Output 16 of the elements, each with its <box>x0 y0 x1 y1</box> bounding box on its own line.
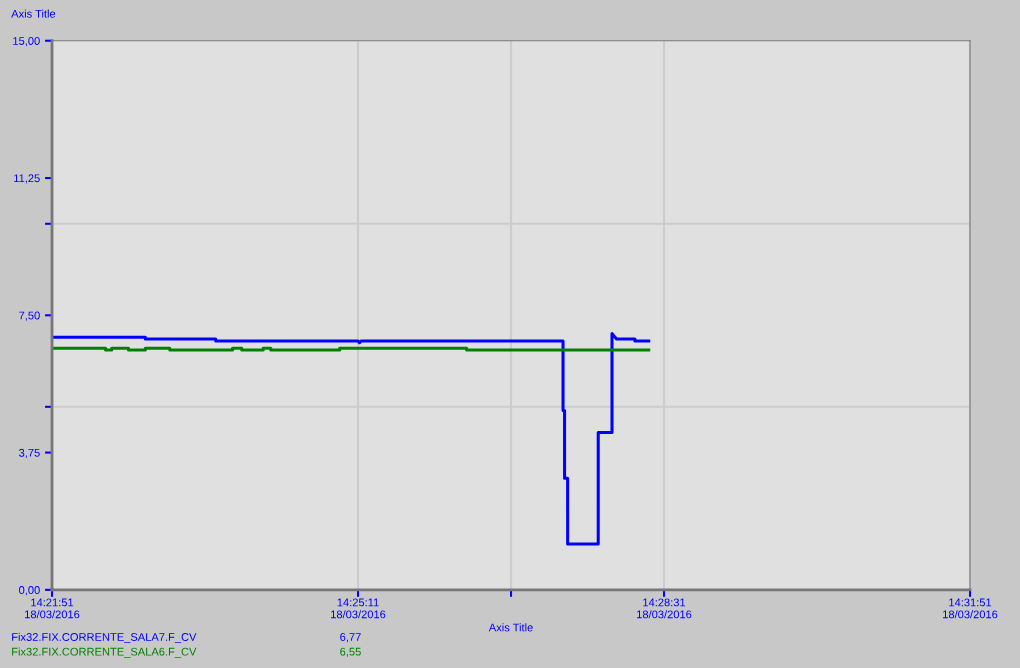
y-tick-label: 0,00 <box>19 586 40 596</box>
y-tick-label: 7,50 <box>19 311 40 321</box>
x-tick-label: 14:21:51 18/03/2016 <box>25 598 80 619</box>
x-tick-label: 14:25:11 18/03/2016 <box>331 598 386 619</box>
line-series <box>52 332 651 546</box>
y-tick-label: 15,00 <box>13 37 40 47</box>
text: Fix32.FIX.CORRENTE_SALA6.F_CV <box>12 647 197 658</box>
y-tick-label: 11,25 <box>14 174 40 184</box>
y-axis-title: Axis Title <box>11 9 56 18</box>
x-axis-title: Axis Title <box>488 623 533 632</box>
y-tick-label: 3,75 <box>19 448 40 459</box>
text: 6,55 <box>340 647 361 657</box>
text: 6,77 <box>340 633 361 643</box>
text: Fix32.FIX.CORRENTE_SALA7.F_CV <box>12 632 197 644</box>
x-tick-label: 14:28:31 18/03/2016 <box>637 598 692 619</box>
x-tick-label: 14:31:51 18/03/2016 <box>943 598 998 619</box>
